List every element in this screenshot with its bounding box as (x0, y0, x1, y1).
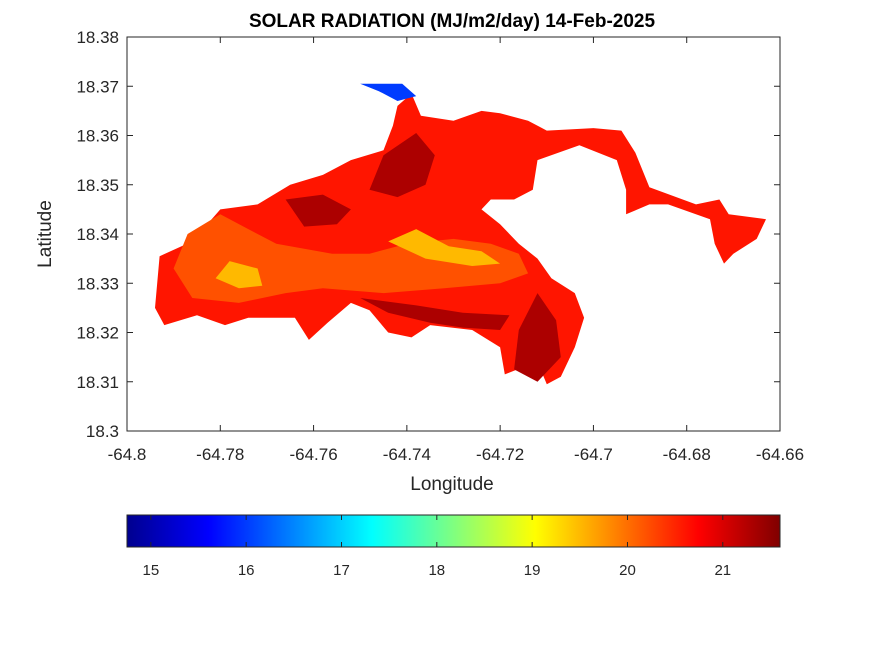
x-tick-label: -64.66 (756, 445, 804, 464)
y-axis-ticks: 18.3 18.31 18.32 18.33 18.34 18.35 18.36 18.37 1… (76, 28, 780, 441)
colorbar (126, 514, 781, 548)
region-orange-west (173, 214, 529, 303)
x-tick-label: -64.68 (663, 445, 711, 464)
colorbar-tick-label: 17 (333, 562, 350, 579)
y-tick-label: 18.37 (76, 77, 119, 96)
x-axis-ticks: -64.8 -64.78 -64.76 -64.74 -64.72 -64.7 -64.68… (108, 37, 804, 464)
x-tick-label: -64.72 (476, 445, 524, 464)
colorbar-tick-label: 19 (524, 562, 541, 579)
y-tick-label: 18.35 (76, 176, 119, 195)
x-tick-label: -64.76 (289, 445, 337, 464)
x-tick-label: -64.7 (574, 445, 613, 464)
x-tick-label: -64.78 (196, 445, 244, 464)
y-tick-label: 18.31 (76, 373, 119, 392)
x-tick-label: -64.74 (383, 445, 431, 464)
y-tick-label: 18.33 (76, 274, 119, 293)
y-axis-label: Latitude (35, 200, 56, 268)
region-blue-yellow-tip (360, 83, 417, 101)
region-darkred-south (360, 298, 510, 330)
region-yellow-west (215, 261, 263, 289)
y-tick-label: 18.32 (76, 324, 119, 343)
x-axis-label: Longitude (410, 474, 493, 495)
colorbar-tick-label: 18 (428, 562, 445, 579)
colorbar-tick-label: 21 (714, 562, 731, 579)
chart-title: SOLAR RADIATION (MJ/m2/day) 14-Feb-2025 (249, 11, 656, 32)
colorbar-tick-label: 16 (238, 562, 255, 579)
region-darkred-center (285, 194, 351, 227)
y-tick-label: 18.36 (76, 127, 119, 146)
region-yellow-center (388, 229, 501, 266)
colorbar-tick-label: 20 (619, 562, 636, 579)
y-tick-label: 18.38 (76, 28, 119, 47)
y-tick-label: 18.3 (86, 422, 119, 441)
radiation-field (155, 83, 766, 385)
colorbar-ticks: 15 16 17 18 19 20 21 (142, 515, 731, 579)
y-tick-label: 18.34 (76, 225, 119, 244)
region-land-mass (155, 93, 766, 385)
x-tick-label: -64.8 (108, 445, 147, 464)
region-darkred-north (369, 133, 435, 198)
colorbar-tick-label: 15 (142, 562, 159, 579)
region-darkred-southeast (514, 293, 561, 382)
